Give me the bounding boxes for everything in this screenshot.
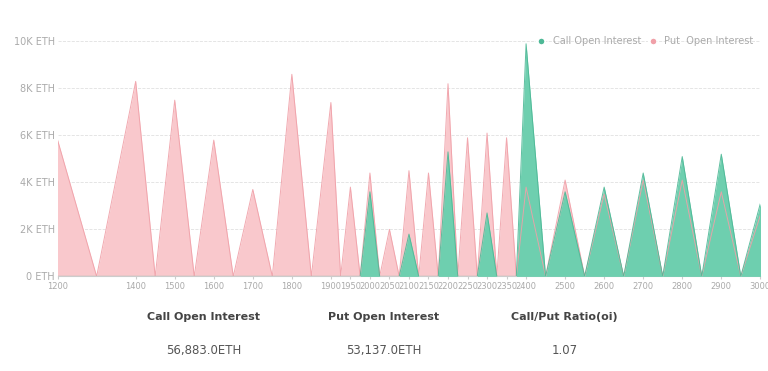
Legend: Call Open Interest, Put  Open Interest: Call Open Interest, Put Open Interest <box>535 35 756 49</box>
Text: Call/Put Ratio(oi): Call/Put Ratio(oi) <box>511 312 617 322</box>
Text: Call Open Interest: Call Open Interest <box>147 312 260 322</box>
Text: 56,883.0ETH: 56,883.0ETH <box>166 344 241 357</box>
Text: 1.07: 1.07 <box>551 344 578 357</box>
Text: 53,137.0ETH: 53,137.0ETH <box>346 344 422 357</box>
Text: Put Open Interest: Put Open Interest <box>329 312 439 322</box>
